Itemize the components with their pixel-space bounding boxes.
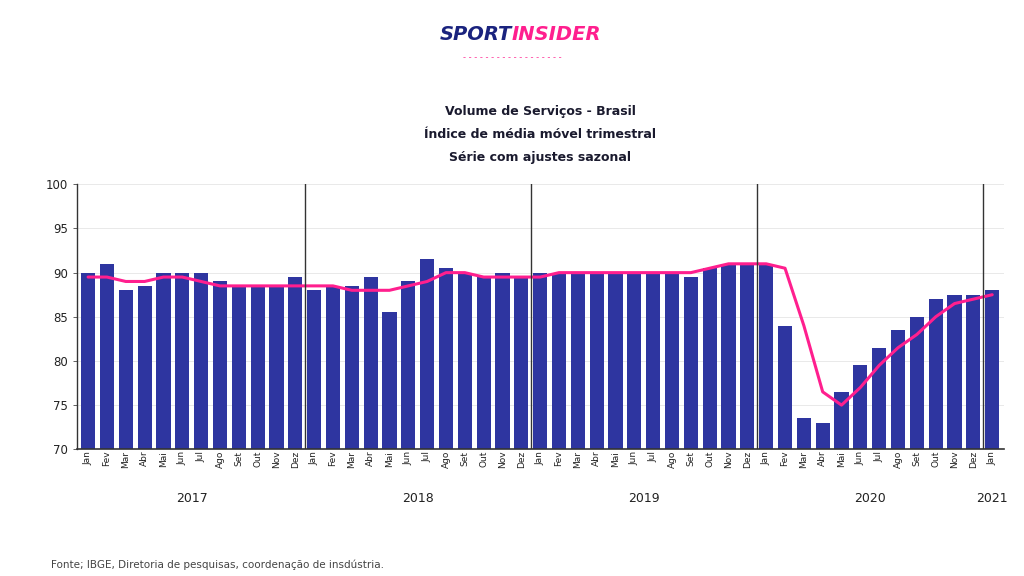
Bar: [81, 272, 95, 449]
Bar: [722, 264, 735, 449]
Bar: [835, 392, 849, 449]
Bar: [420, 259, 434, 449]
Text: 2021: 2021: [977, 492, 1008, 506]
Bar: [251, 286, 264, 449]
Bar: [119, 290, 133, 449]
Bar: [514, 277, 528, 449]
Bar: [175, 272, 189, 449]
Bar: [100, 264, 114, 449]
Text: 2018: 2018: [401, 492, 433, 506]
Bar: [853, 365, 867, 449]
Bar: [157, 272, 171, 449]
Bar: [401, 282, 416, 449]
Bar: [326, 286, 340, 449]
Bar: [778, 325, 793, 449]
Bar: [684, 277, 698, 449]
Bar: [967, 295, 980, 449]
Bar: [534, 272, 547, 449]
Text: Fonte; IBGE, Diretoria de pesquisas, coordenação de insdústria.: Fonte; IBGE, Diretoria de pesquisas, coo…: [51, 560, 384, 570]
Text: Índice de média móvel trimestral: Índice de média móvel trimestral: [424, 128, 656, 141]
Bar: [985, 290, 999, 449]
Bar: [307, 290, 322, 449]
Bar: [552, 272, 566, 449]
Bar: [702, 268, 717, 449]
Bar: [947, 295, 962, 449]
Text: 2020: 2020: [854, 492, 886, 506]
Bar: [345, 286, 358, 449]
Bar: [740, 264, 755, 449]
Bar: [382, 312, 396, 449]
Bar: [458, 272, 472, 449]
Bar: [364, 277, 378, 449]
Text: 2017: 2017: [176, 492, 208, 506]
Bar: [797, 418, 811, 449]
Text: Volume de Serviços - Brasil: Volume de Serviços - Brasil: [444, 105, 636, 118]
Bar: [231, 286, 246, 449]
Bar: [269, 286, 284, 449]
Bar: [909, 317, 924, 449]
Bar: [590, 272, 604, 449]
Text: INSIDER: INSIDER: [512, 25, 601, 44]
Bar: [570, 272, 585, 449]
Bar: [628, 272, 641, 449]
Bar: [646, 272, 660, 449]
Text: 2019: 2019: [628, 492, 659, 506]
Bar: [439, 268, 453, 449]
Bar: [608, 272, 623, 449]
Text: - - - - - - - - - - - - - - - - - -: - - - - - - - - - - - - - - - - - -: [463, 53, 561, 62]
Bar: [759, 264, 773, 449]
Bar: [288, 277, 302, 449]
Text: Série com ajustes sazonal: Série com ajustes sazonal: [450, 151, 631, 164]
Bar: [816, 423, 829, 449]
Bar: [496, 272, 510, 449]
Text: SPORT: SPORT: [439, 25, 512, 44]
Bar: [213, 282, 227, 449]
Bar: [929, 299, 943, 449]
Bar: [891, 330, 905, 449]
Bar: [195, 272, 208, 449]
Bar: [137, 286, 152, 449]
Bar: [476, 277, 490, 449]
Bar: [665, 272, 679, 449]
Bar: [872, 348, 886, 449]
